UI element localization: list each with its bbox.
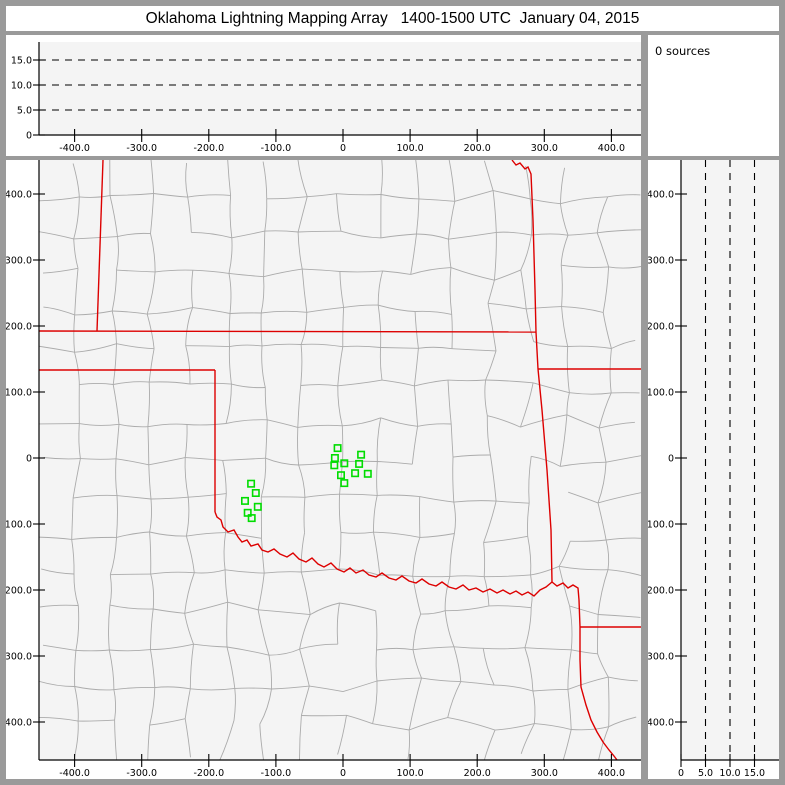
altitude-ew-cross-section-panel[interactable]: 0 5.0 10.0 15.0 -400.0 -300.0 -200.0 -100.0 0 100… xyxy=(6,35,641,156)
tick-label: -100.0 xyxy=(648,520,674,531)
station-marker xyxy=(355,459,364,468)
tick-label: -200.0 xyxy=(193,143,224,154)
tick-label: 300.0 xyxy=(648,256,674,267)
tick-label: 200.0 xyxy=(464,143,491,154)
tick-label: 15.0 xyxy=(11,56,32,67)
tick-label: 400.0 xyxy=(598,768,625,779)
map-layers xyxy=(39,160,641,760)
state-border-ks_37N xyxy=(39,330,537,333)
tick-label: 0 xyxy=(26,454,32,465)
tick-label: -100.0 xyxy=(6,520,32,531)
tick-label: -300.0 xyxy=(126,768,157,779)
tick-label: 0 xyxy=(340,143,346,154)
tick-label: 100.0 xyxy=(396,768,423,779)
state-borders xyxy=(39,160,641,760)
station-marker xyxy=(363,469,372,478)
window-title: Oklahoma Lightning Mapping Array 1400-15… xyxy=(6,6,779,31)
tick-label: 100.0 xyxy=(648,388,674,399)
station-marker xyxy=(357,450,366,459)
tick-label: 300.0 xyxy=(531,143,558,154)
tick-label: 0 xyxy=(340,768,346,779)
station-marker xyxy=(330,461,339,470)
tick-label: -200.0 xyxy=(648,586,674,597)
state-border-co_ks_102W xyxy=(96,160,104,332)
county-lines xyxy=(39,160,641,760)
station-marker xyxy=(351,469,360,478)
altitude-ns-cross-section-panel[interactable]: 400.0 300.0 200.0 100.0 0 -100.0 -200.0 -300.0 -… xyxy=(648,160,779,779)
state-border-ks_mo_border xyxy=(511,160,553,583)
tick-label: 5.0 xyxy=(17,106,32,117)
station-marker xyxy=(333,444,342,453)
tick-label: -100.0 xyxy=(261,768,292,779)
tick-label: -300.0 xyxy=(6,652,32,663)
plot-area xyxy=(39,42,641,135)
tick-label: 400.0 xyxy=(598,143,625,154)
station-marker xyxy=(247,514,256,523)
tick-label: -400.0 xyxy=(59,768,90,779)
tick-label: -400.0 xyxy=(59,143,90,154)
tick-label: -200.0 xyxy=(193,768,224,779)
station-marker xyxy=(340,479,349,488)
station-marker xyxy=(340,459,349,468)
tick-label: 300.0 xyxy=(531,768,558,779)
plot-area xyxy=(39,160,641,760)
tick-label: 200.0 xyxy=(464,768,491,779)
tick-label: 400.0 xyxy=(6,190,32,201)
tick-label: -400.0 xyxy=(648,718,674,729)
tick-label: 300.0 xyxy=(6,256,32,267)
tick-label: 10.0 xyxy=(11,81,32,92)
station-marker xyxy=(253,502,262,511)
tick-label: -300.0 xyxy=(126,143,157,154)
tick-label: 0 xyxy=(678,768,684,779)
tick-label: 100.0 xyxy=(396,143,423,154)
tick-label: -300.0 xyxy=(648,652,674,663)
sources-count-panel: 0 sources xyxy=(648,35,779,156)
state-border-red_river xyxy=(214,511,553,597)
station-marker xyxy=(241,496,250,505)
tick-label: 5.0 xyxy=(698,768,713,779)
lma-stations xyxy=(241,444,372,523)
tick-label: 400.0 xyxy=(648,190,674,201)
tick-label: 10.0 xyxy=(719,768,740,779)
station-marker xyxy=(336,471,345,480)
station-marker xyxy=(330,453,339,462)
tick-label: 200.0 xyxy=(6,322,32,333)
state-border-ok_ar_tx_east xyxy=(551,581,618,760)
sources-count-label: 0 sources xyxy=(655,44,711,58)
tick-label: -100.0 xyxy=(261,143,292,154)
tick-label: 200.0 xyxy=(648,322,674,333)
tick-label: -200.0 xyxy=(6,586,32,597)
tick-label: -400.0 xyxy=(6,718,32,729)
tick-label: 0 xyxy=(668,454,674,465)
tick-label: 15.0 xyxy=(744,768,765,779)
plan-view-map-panel[interactable]: 400.0 300.0 200.0 100.0 0 -100.0 -200.0 -300.0 -… xyxy=(6,160,641,779)
tick-label: 100.0 xyxy=(6,388,32,399)
station-marker xyxy=(247,479,256,488)
station-marker xyxy=(251,488,260,497)
tick-label: 0 xyxy=(26,131,32,142)
